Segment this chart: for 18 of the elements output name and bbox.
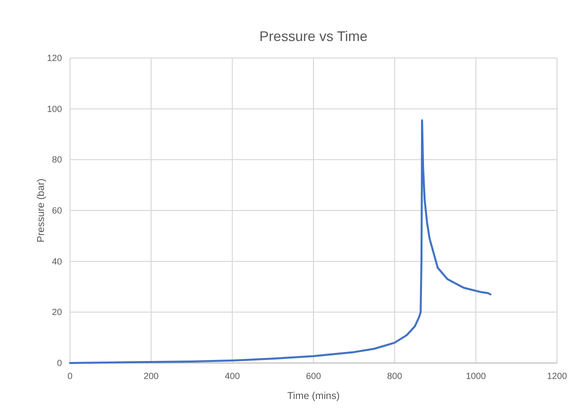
x-tick-label: 400 (224, 371, 240, 381)
x-tick-label: 600 (306, 371, 322, 381)
chart-title: Pressure vs Time (259, 28, 368, 44)
x-tick-label: 1200 (546, 371, 568, 381)
y-tick-label: 120 (46, 53, 62, 63)
y-tick-label: 40 (52, 256, 62, 266)
x-tick-label: 0 (67, 371, 73, 381)
line-series (69, 119, 492, 364)
y-tick-label: 0 (56, 358, 62, 368)
x-tick-label: 200 (144, 371, 159, 381)
x-tick-label: 1000 (466, 371, 486, 381)
y-tick-label: 20 (52, 307, 62, 318)
y-tick-label: 100 (46, 104, 62, 114)
y-tick-label: 80 (52, 154, 62, 165)
x-tick-label: 800 (387, 371, 402, 381)
y-tick-label: 60 (52, 206, 62, 216)
x-axis-title: Time (mins) (287, 391, 340, 402)
y-axis-title: Pressure (bar) (36, 178, 47, 242)
